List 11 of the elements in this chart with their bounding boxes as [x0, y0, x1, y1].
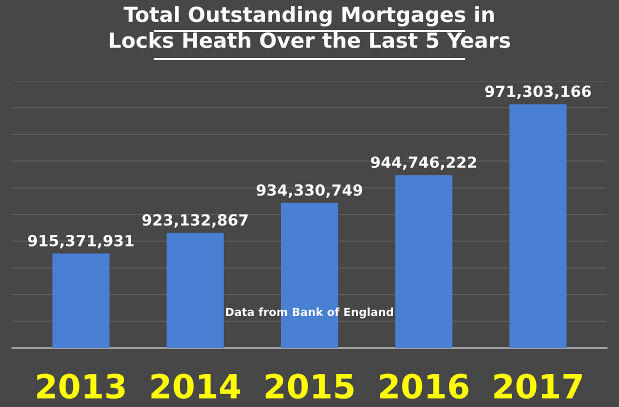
data-label: 934,330,749	[256, 184, 362, 198]
data-label: 923,132,867	[142, 214, 248, 228]
x-tick-label: 2015	[266, 374, 354, 399]
x-tick-label: 2014	[151, 374, 240, 399]
x-tick-label: 2013	[37, 374, 125, 399]
data-label: 971,303,166	[485, 86, 591, 100]
x-tick-label: 2017	[494, 374, 582, 399]
data-label: 915,371,931	[28, 234, 134, 248]
chart-title: Total Outstanding Mortgages in Locks Heath Over the Last 5 Years	[110, 6, 510, 48]
data-label: 944,746,222	[370, 156, 476, 170]
x-tick-label: 2016	[380, 374, 468, 399]
